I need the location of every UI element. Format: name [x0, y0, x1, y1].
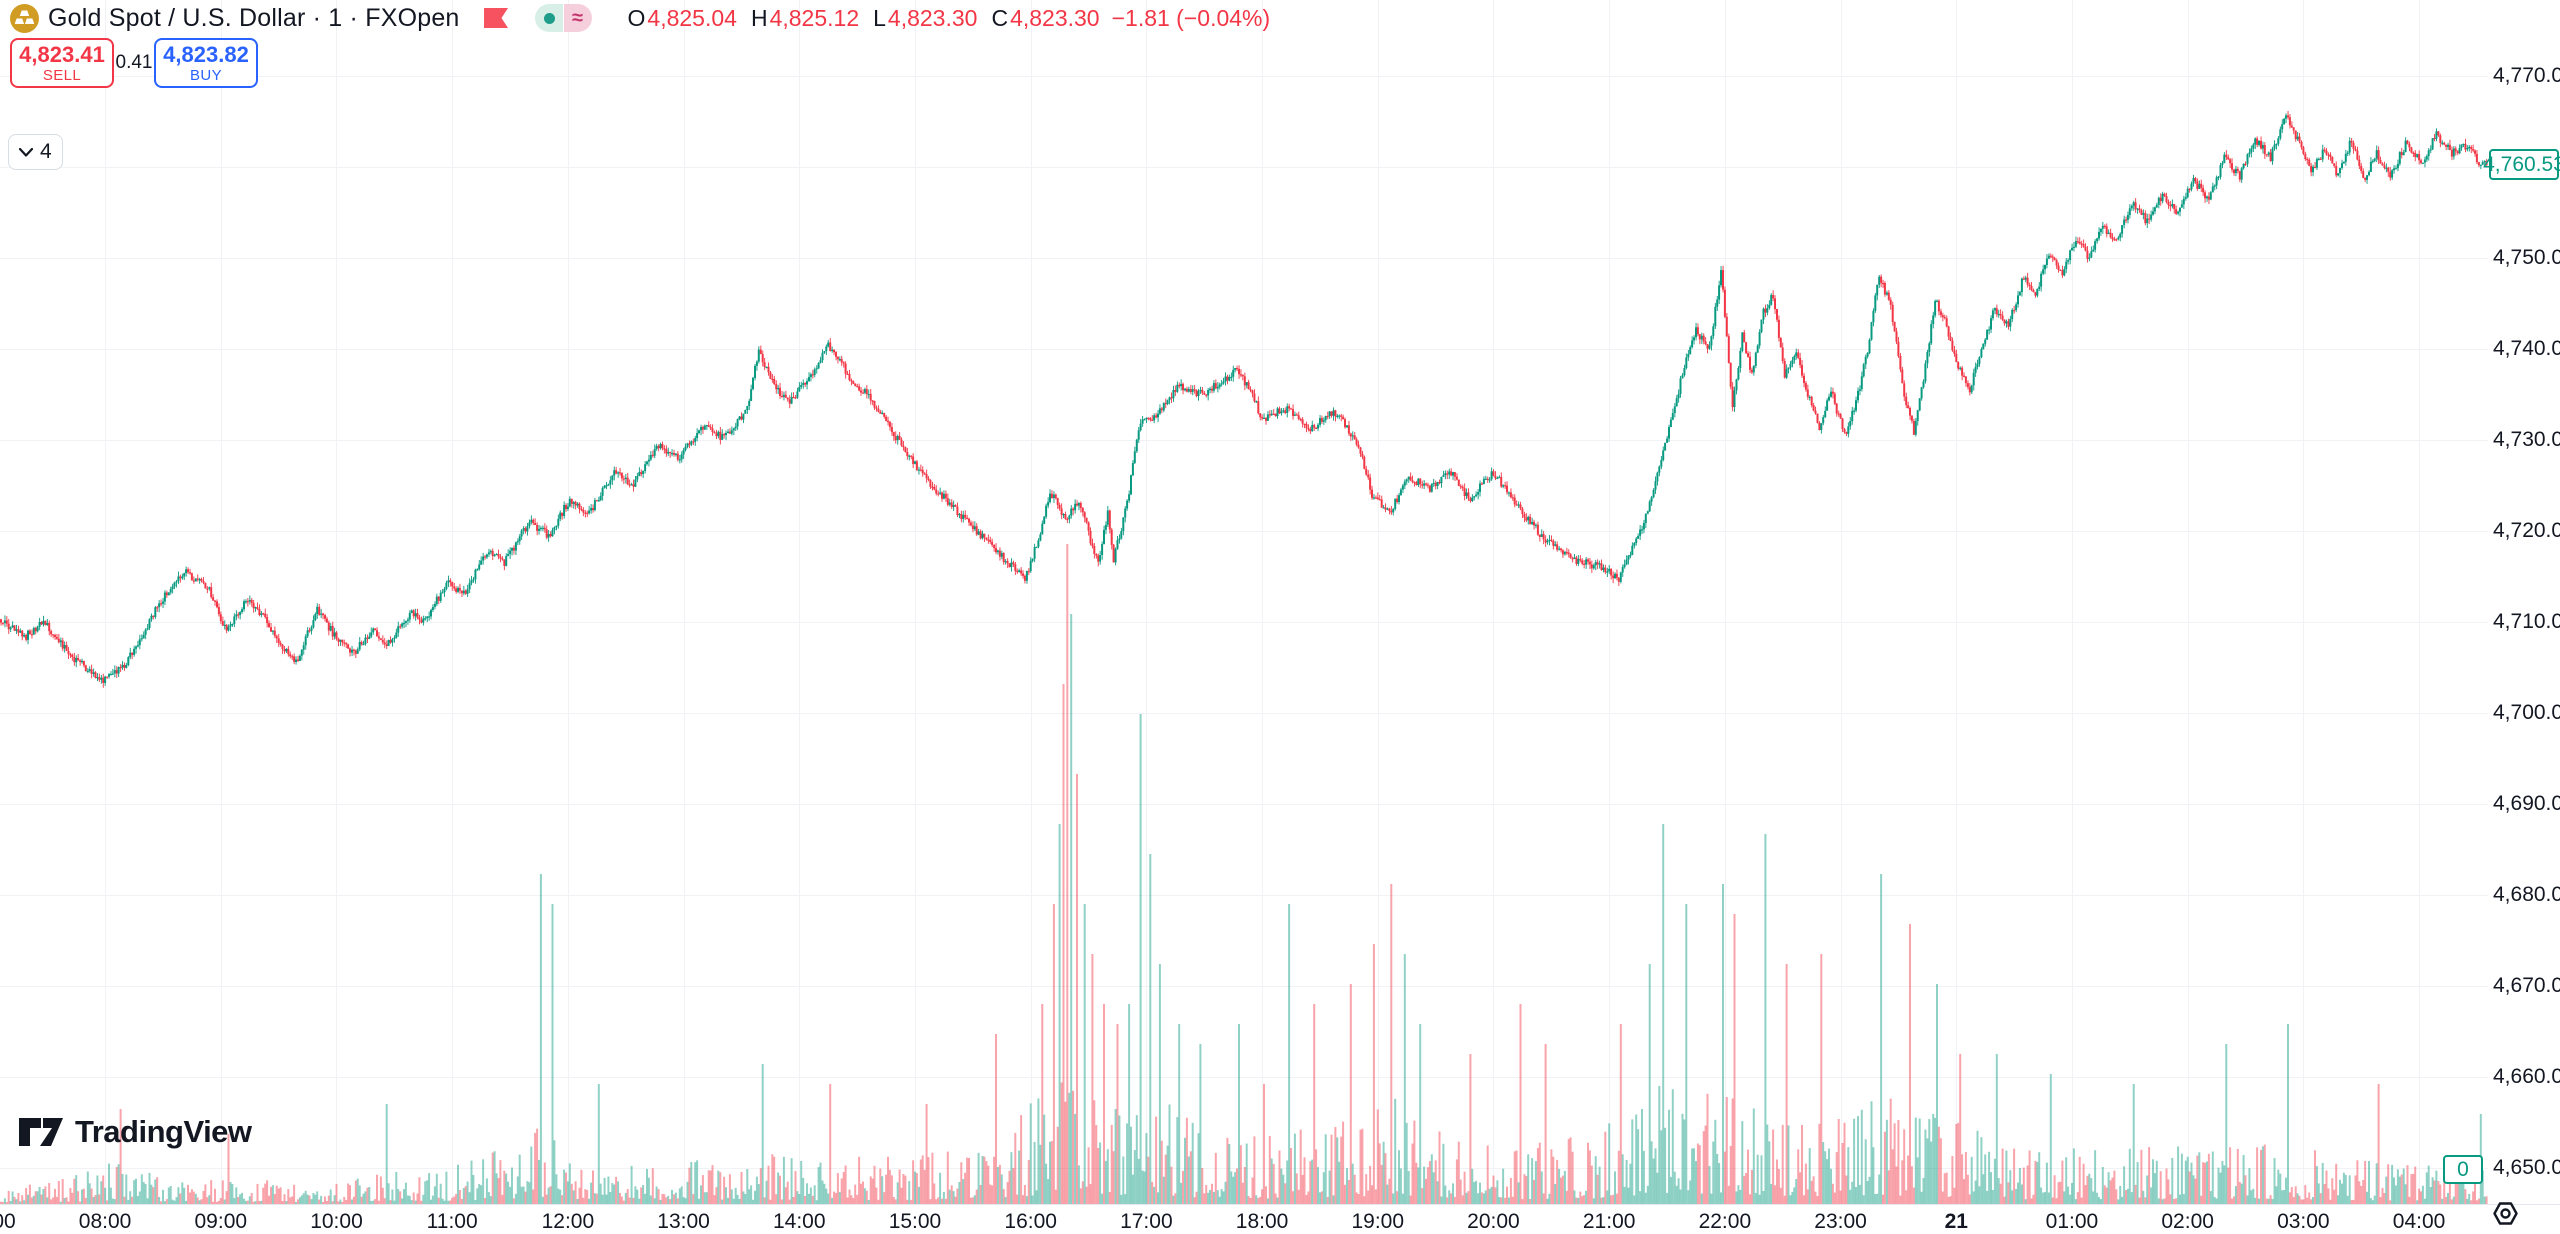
- high-value: 4,825.12: [769, 4, 860, 31]
- trade-panel: 4,823.41 SELL 0.41 4,823.82 BUY: [10, 38, 258, 88]
- time-tick-label: 14:00: [772, 1210, 826, 1233]
- collapse-count: 4: [40, 140, 52, 163]
- time-tick-label: 18:00: [1235, 1210, 1289, 1233]
- close-label: C: [991, 4, 1009, 31]
- price-tick-label: 4,700.00: [2493, 701, 2560, 724]
- spread-value: 0.41: [115, 52, 153, 73]
- price-tick-label: 4,740.00: [2493, 337, 2560, 360]
- low-value: 4,823.30: [887, 4, 978, 31]
- time-tick-label: 21:00: [1582, 1210, 1636, 1233]
- buy-button[interactable]: 4,823.82 BUY: [154, 38, 258, 88]
- high-label: H: [750, 4, 768, 31]
- price-tick-label: 4,710.00: [2493, 610, 2560, 633]
- price-tick-label: 4,650.00: [2493, 1156, 2560, 1179]
- time-tick-label: 21: [1944, 1210, 1968, 1233]
- buy-label: BUY: [189, 66, 223, 84]
- price-tick-label: 4,750.00: [2493, 246, 2560, 269]
- close-value: 4,823.30: [1010, 4, 1100, 31]
- price-tick-label: 4,680.00: [2493, 883, 2560, 906]
- price-axis[interactable]: 4,770.00 4,750.00 4,740.00 4,730.00 4,720.00…: [2489, 0, 2560, 1204]
- time-tick-label: 16:00: [1004, 1210, 1057, 1233]
- time-tick-label: 19:00: [1351, 1210, 1405, 1233]
- time-tick-label: 11:00: [426, 1210, 478, 1233]
- time-tick-label: 04:00: [2392, 1210, 2446, 1233]
- price-tick-label: 4,730.00: [2493, 428, 2560, 451]
- volume-value-badge: 0: [2443, 1155, 2483, 1184]
- chevron-down-icon: [19, 147, 33, 157]
- flag-icon[interactable]: [483, 7, 509, 30]
- buy-price: 4,823.82: [163, 41, 249, 67]
- market-open-dot-icon: [534, 4, 563, 32]
- approx-data-icon: ≈: [563, 4, 592, 32]
- time-tick-label: 07:00: [0, 1210, 16, 1233]
- time-tick-label: 20:00: [1467, 1210, 1520, 1233]
- price-scale-settings-icon[interactable]: [2492, 1201, 2519, 1231]
- low-label: L: [873, 4, 886, 31]
- time-axis[interactable]: 07:00 08:00 09:00 10:00 11:00 12:00 13:00 14:00…: [0, 1204, 2560, 1234]
- time-tick-label: 15:00: [888, 1210, 942, 1233]
- sell-price: 4,823.41: [19, 41, 105, 67]
- symbol-header: Gold Spot / U.S. Dollar · 1 · FXOpen ≈ O…: [10, 3, 1270, 33]
- time-tick-label: 23:00: [1814, 1210, 1867, 1233]
- time-tick-label: 08:00: [78, 1210, 132, 1233]
- time-tick-label: 22:00: [1698, 1210, 1752, 1233]
- market-status-icon[interactable]: ≈: [534, 4, 592, 32]
- price-tick-label: 4,770.00: [2493, 64, 2560, 87]
- symbol-title[interactable]: Gold Spot / U.S. Dollar · 1 · FXOpen: [48, 3, 460, 32]
- open-label: O: [627, 4, 646, 31]
- time-tick-label: 12:00: [541, 1210, 595, 1233]
- object-tree-collapse-button[interactable]: 4: [8, 134, 63, 170]
- time-tick-label: 01:00: [2045, 1210, 2099, 1233]
- time-tick-label: 09:00: [194, 1210, 248, 1233]
- sell-label: SELL: [42, 66, 82, 84]
- gold-symbol-icon: [10, 3, 39, 33]
- tradingview-logo[interactable]: TradingView: [18, 1112, 252, 1152]
- change-value: −1.81 (−0.04%): [1111, 4, 1271, 31]
- tradingview-mark-icon: [19, 1118, 63, 1146]
- time-tick-label: 13:00: [657, 1210, 710, 1233]
- price-tick-label: 4,660.00: [2493, 1065, 2560, 1088]
- sell-button[interactable]: 4,823.41 SELL: [10, 38, 114, 88]
- price-tick-label: 4,690.00: [2493, 792, 2560, 815]
- time-tick-label: 02:00: [2161, 1210, 2214, 1233]
- last-price-badge: 4,760.53: [2483, 149, 2560, 180]
- time-tick-label: 03:00: [2277, 1210, 2330, 1233]
- time-tick-label: 10:00: [310, 1210, 363, 1233]
- ohlc-legend: O 4,825.04 H 4,825.12 L 4,823.30 C 4,823…: [628, 5, 1271, 32]
- open-value: 4,825.04: [647, 4, 737, 31]
- time-tick-label: 17:00: [1120, 1210, 1173, 1233]
- price-tick-label: 4,720.00: [2493, 519, 2560, 542]
- price-tick-label: 4,670.00: [2493, 974, 2560, 997]
- tradingview-wordmark: TradingView: [75, 1114, 252, 1149]
